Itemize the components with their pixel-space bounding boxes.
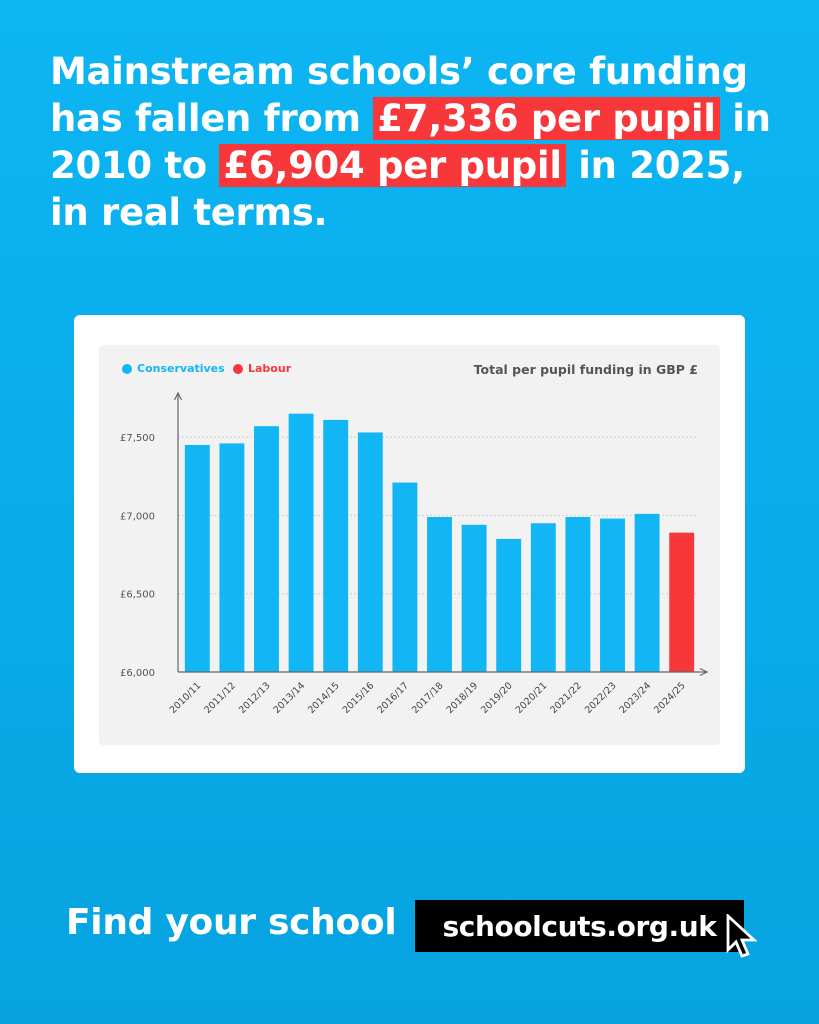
pointer-cursor-icon xyxy=(726,914,758,958)
legend-labour: Labour xyxy=(233,362,291,375)
legend-conservatives: Conservatives xyxy=(122,362,225,375)
chart-card: Conservatives Labour Total per pupil fun… xyxy=(74,315,745,773)
x-tick-label: 2020/21 xyxy=(514,680,550,716)
y-tick-label: £6,500 xyxy=(120,590,155,601)
bar-2016-17 xyxy=(392,482,418,672)
x-tick-label: 2023/24 xyxy=(618,680,654,716)
bar-2017-18 xyxy=(427,516,452,672)
schoolcuts-link-label: schoolcuts.org.uk xyxy=(442,909,717,943)
x-tick-label: 2015/16 xyxy=(341,680,377,716)
y-axis-arrow xyxy=(173,391,183,401)
bar-2015-16 xyxy=(357,432,383,672)
bar-2019-20 xyxy=(496,538,522,672)
y-tick-label: £7,000 xyxy=(120,511,155,522)
bar-2023-24 xyxy=(634,513,660,672)
bar-2013-14 xyxy=(288,413,314,672)
chart-panel: Conservatives Labour Total per pupil fun… xyxy=(99,345,720,745)
headline-highlight-2010: £7,336 per pupil xyxy=(373,97,720,140)
x-axis-arrow xyxy=(699,667,709,677)
bar-2024-25 xyxy=(669,532,695,672)
schoolcuts-link[interactable]: schoolcuts.org.uk xyxy=(415,900,744,952)
legend-conservatives-dot xyxy=(122,363,132,374)
x-tick-label: 2013/14 xyxy=(272,680,308,716)
find-your-school-text: Find your school xyxy=(66,902,397,943)
headline: Mainstream schools’ core funding has fal… xyxy=(50,48,790,236)
x-tick-label: 2024/25 xyxy=(652,680,688,716)
x-tick-label: 2022/23 xyxy=(583,680,619,716)
x-tick-label: 2012/13 xyxy=(237,680,273,716)
bar-2011-12 xyxy=(219,443,245,672)
bar-chart: £6,000£6,500£7,000£7,5002010/112011/1220… xyxy=(120,391,709,716)
headline-text-1: Mainstream schools’ core funding has fal… xyxy=(50,50,748,140)
y-tick-label: £7,500 xyxy=(120,433,155,444)
bar-2012-13 xyxy=(254,426,279,672)
bar-2020-21 xyxy=(530,523,556,672)
bar-2018-19 xyxy=(461,524,487,672)
y-tick-label: £6,000 xyxy=(120,668,155,679)
x-tick-label: 2016/17 xyxy=(375,680,411,716)
bar-2022-23 xyxy=(600,518,625,672)
bar-2014-15 xyxy=(323,419,349,672)
x-tick-label: 2014/15 xyxy=(306,680,342,716)
x-tick-label: 2018/19 xyxy=(445,680,481,716)
chart-title: Total per pupil funding in GBP £ xyxy=(473,362,698,377)
headline-text-2: in 2010 to xyxy=(50,97,771,187)
x-tick-label: 2011/12 xyxy=(202,680,238,716)
headline-highlight-2025: £6,904 per pupil xyxy=(219,144,566,187)
x-tick-label: 2010/11 xyxy=(168,680,204,716)
x-tick-label: 2021/22 xyxy=(548,680,584,716)
x-tick-label: 2019/20 xyxy=(479,680,515,716)
x-tick-label: 2017/18 xyxy=(410,680,446,716)
legend-labour-dot xyxy=(233,363,243,374)
legend-conservatives-label: Conservatives xyxy=(137,362,225,375)
bar-2021-22 xyxy=(565,516,591,672)
legend-labour-label: Labour xyxy=(248,362,292,375)
bar-2010-11 xyxy=(184,444,210,672)
headline-text-3: in 2025, in real terms. xyxy=(50,144,745,234)
